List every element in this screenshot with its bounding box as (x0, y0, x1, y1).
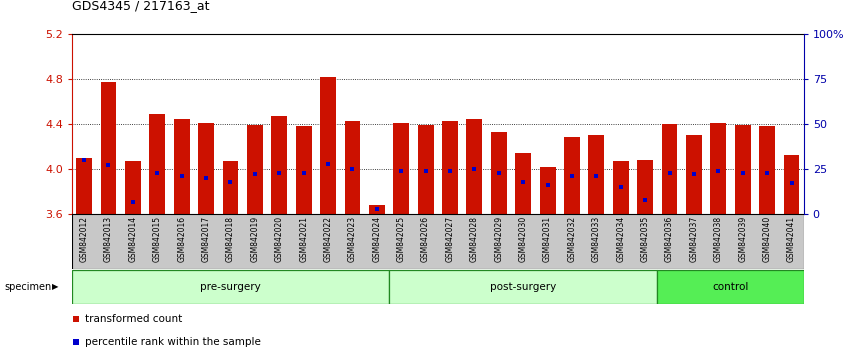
Text: GSM842026: GSM842026 (421, 216, 430, 262)
Bar (735, 125, 750, 214)
Text: GSM842015: GSM842015 (153, 216, 162, 262)
Text: GSM842037: GSM842037 (689, 216, 699, 262)
Bar (389, 270, 657, 304)
Bar (540, 167, 556, 214)
Text: GSM842014: GSM842014 (129, 216, 137, 262)
Text: GSM842041: GSM842041 (787, 216, 796, 262)
Bar (101, 82, 117, 214)
Text: GSM842027: GSM842027 (446, 216, 454, 262)
Text: pre-surgery: pre-surgery (201, 282, 261, 292)
Text: GSM842035: GSM842035 (640, 216, 650, 262)
Text: transformed count: transformed count (85, 314, 183, 325)
Bar (564, 137, 580, 214)
Bar (515, 153, 531, 214)
Text: control: control (712, 282, 749, 292)
Text: GSM842018: GSM842018 (226, 216, 235, 262)
Bar (637, 160, 653, 214)
Text: GSM842029: GSM842029 (494, 216, 503, 262)
Bar (613, 161, 629, 214)
Bar (657, 270, 804, 304)
Text: GSM842034: GSM842034 (616, 216, 625, 262)
Bar (272, 116, 287, 214)
Bar (491, 132, 507, 214)
Bar (466, 119, 482, 214)
Bar (686, 135, 702, 214)
Bar (711, 123, 726, 214)
Bar (150, 114, 165, 214)
Text: GSM842030: GSM842030 (519, 216, 528, 262)
Text: specimen: specimen (4, 282, 52, 292)
Text: GSM842016: GSM842016 (177, 216, 186, 262)
Bar (125, 161, 140, 214)
Bar (393, 123, 409, 214)
Text: percentile rank within the sample: percentile rank within the sample (85, 337, 261, 348)
Text: GSM842013: GSM842013 (104, 216, 113, 262)
Text: GSM842025: GSM842025 (397, 216, 406, 262)
Bar (759, 126, 775, 214)
Text: GSM842021: GSM842021 (299, 216, 308, 262)
Bar (344, 120, 360, 214)
Text: GSM842019: GSM842019 (250, 216, 260, 262)
Bar (783, 155, 799, 214)
Text: GSM842040: GSM842040 (762, 216, 772, 262)
Text: GSM842038: GSM842038 (714, 216, 722, 262)
Text: post-surgery: post-surgery (490, 282, 557, 292)
Text: GSM842033: GSM842033 (592, 216, 601, 262)
Bar (222, 161, 239, 214)
Text: GSM842036: GSM842036 (665, 216, 674, 262)
Text: GSM842032: GSM842032 (568, 216, 576, 262)
Text: ▶: ▶ (52, 282, 59, 291)
Text: GSM842024: GSM842024 (372, 216, 382, 262)
Bar (369, 205, 385, 214)
Bar (442, 120, 458, 214)
Text: GSM842022: GSM842022 (323, 216, 332, 262)
Text: GSM842039: GSM842039 (739, 216, 747, 262)
Text: GSM842023: GSM842023 (348, 216, 357, 262)
Bar (418, 125, 433, 214)
Text: GSM842012: GSM842012 (80, 216, 89, 262)
Bar (247, 125, 263, 214)
Text: GSM842017: GSM842017 (201, 216, 211, 262)
Bar (296, 126, 311, 214)
Bar (173, 119, 190, 214)
Bar (72, 270, 389, 304)
Bar (198, 123, 214, 214)
Text: GSM842028: GSM842028 (470, 216, 479, 262)
Text: GDS4345 / 217163_at: GDS4345 / 217163_at (72, 0, 210, 12)
Bar (662, 124, 678, 214)
Bar (320, 76, 336, 214)
Text: GSM842020: GSM842020 (275, 216, 283, 262)
Bar (76, 158, 92, 214)
Text: GSM842031: GSM842031 (543, 216, 552, 262)
Bar (589, 135, 604, 214)
